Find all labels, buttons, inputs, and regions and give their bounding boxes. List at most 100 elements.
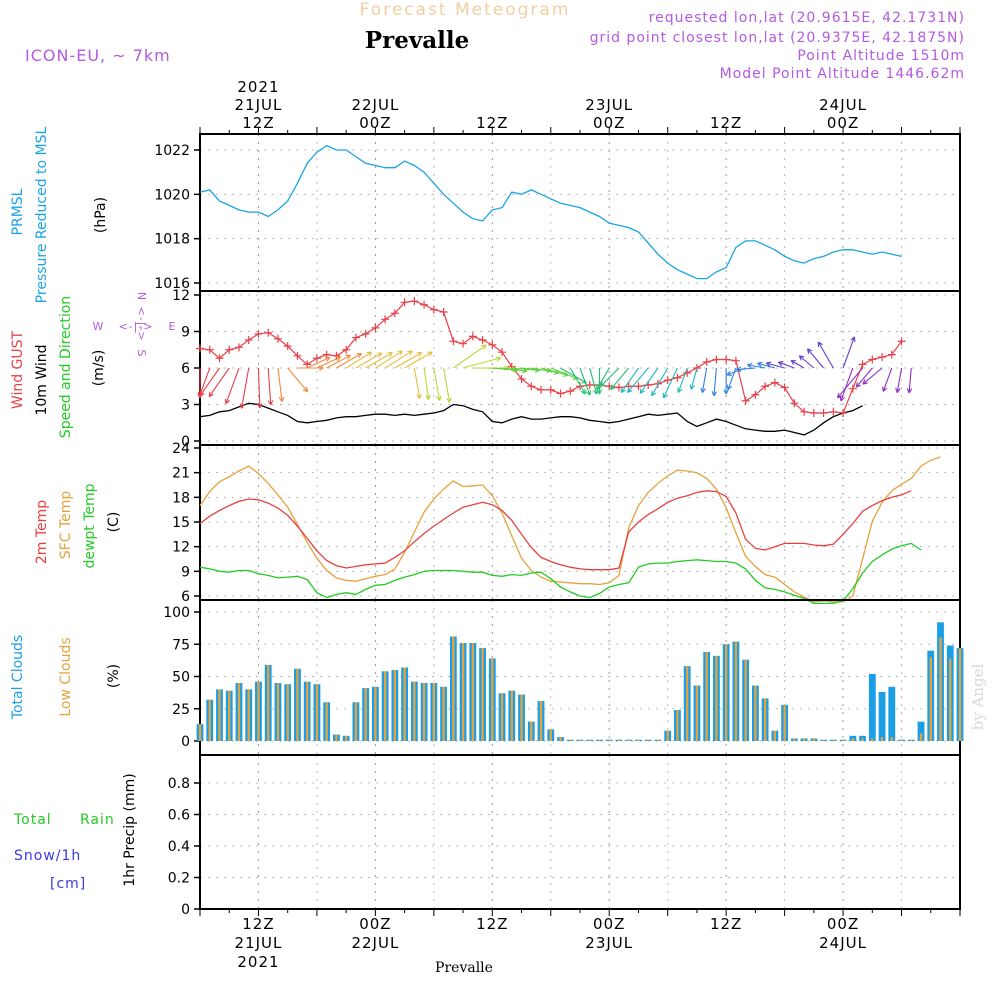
celsius-unit-label: (C) <box>106 512 122 533</box>
model-label: ICON-EU, ~ 7km <box>25 46 171 65</box>
page-title: Prevalle <box>365 27 469 54</box>
bottom-time-label: 00Z <box>827 915 859 933</box>
gust-marker <box>264 328 273 337</box>
y-tick-label: 0.4 <box>168 839 190 855</box>
wind-direction-arrow <box>610 367 630 390</box>
wind-direction-arrow <box>662 367 678 399</box>
wind-direction-arrow <box>842 336 856 369</box>
pressure-panel: PRMSL Pressure Reduced to MSL (hPa) 1016… <box>10 126 961 303</box>
bottom-time-label: 12Z <box>242 915 274 933</box>
y-tick-label: 6 <box>181 361 190 377</box>
gust-marker <box>673 373 682 382</box>
y-tick-label: 75 <box>172 637 190 653</box>
pressure-line <box>199 144 902 280</box>
low-cloud-bar <box>676 710 679 741</box>
low-cloud-bar <box>812 738 816 741</box>
compass-north: N <box>135 292 148 300</box>
gust-marker <box>614 383 623 392</box>
low-cloud-bar <box>481 648 484 741</box>
low-cloud-bar <box>754 685 757 741</box>
wind-direction-arrow <box>443 367 452 403</box>
wind-direction-arrow <box>267 367 274 406</box>
gust-marker <box>400 298 409 307</box>
total-cloud-bar <box>917 721 925 741</box>
low-cloud-bar <box>900 739 903 741</box>
precip-unit-label: 1hr Precip (mm) <box>122 773 138 886</box>
wind-direction-arrow <box>651 367 669 397</box>
wind-direction-arrow <box>462 356 502 369</box>
gust-marker <box>702 357 711 366</box>
compass-east: E <box>169 320 176 333</box>
top-time-label: 12Z <box>710 114 742 132</box>
top-time-label: 22JUL <box>351 96 399 114</box>
low-cloud-bar <box>344 735 348 741</box>
snow-legend-label: Snow/1h <box>14 848 81 864</box>
low-cloud-bar <box>763 698 767 741</box>
low-cloud-bar <box>880 737 884 741</box>
gust-marker <box>498 348 507 357</box>
gust-marker <box>361 329 370 338</box>
dewpt-temp-line <box>199 542 922 605</box>
wind-direction-arrow <box>620 367 639 394</box>
wind-direction-arrow <box>423 367 431 401</box>
faded-subtitle: Forecast Meteogram <box>360 0 571 20</box>
gust-marker <box>741 396 750 405</box>
gust-marker <box>468 332 477 341</box>
gust-marker <box>585 381 594 390</box>
wind-direction-arrow <box>316 356 341 369</box>
top-time-label: 00Z <box>827 114 859 132</box>
low-cloud-bar <box>793 738 796 741</box>
low-cloud-bar <box>315 684 319 741</box>
gust-marker <box>410 297 419 306</box>
wind-direction-arrow <box>736 366 756 373</box>
compass-vertical-arrow: <-|-> <box>135 306 148 341</box>
y-tick-label: 50 <box>172 670 190 686</box>
low-cloud-bar <box>461 642 465 741</box>
gust-marker <box>556 389 565 398</box>
low-cloud-bar <box>510 690 513 741</box>
low-cloud-bar <box>695 685 699 741</box>
watermark: by Angel <box>969 663 987 730</box>
wind-direction-arrow <box>365 351 393 369</box>
precip-panel: Total Rain Snow/1h [cm] 1hr Precip (mm) … <box>13 754 961 918</box>
wind-direction-arrow <box>287 367 309 393</box>
sfc-temp-line <box>199 456 941 603</box>
y-tick-label: 0 <box>181 902 190 918</box>
prmsl-label: PRMSL <box>10 188 26 235</box>
low-cloud-bar <box>325 702 328 741</box>
low-cloud-bar <box>296 668 299 741</box>
gust-marker <box>839 409 848 418</box>
low-cloud-bar <box>530 721 533 741</box>
gust-marker <box>770 378 779 387</box>
low-cloud-bar <box>267 664 270 741</box>
low-cloud-bar <box>237 682 241 741</box>
y-tick-label: 3 <box>181 398 190 414</box>
rain-legend-label: Rain <box>80 812 115 828</box>
gust-marker <box>205 345 214 354</box>
low-cloud-bar <box>286 684 289 741</box>
y-tick-label: 25 <box>172 702 190 718</box>
y-tick-label: 1020 <box>154 187 190 203</box>
gust-marker <box>761 382 770 391</box>
wind-direction-arrow <box>413 367 422 399</box>
gust-marker <box>634 382 643 391</box>
y-tick-label: 12 <box>172 288 190 304</box>
low-cloud-bar <box>773 730 777 741</box>
wind-direction-arrow <box>208 367 230 398</box>
hpa-unit-label: (hPa) <box>93 197 109 233</box>
low-cloud-bar <box>588 739 591 741</box>
low-cloud-bar <box>364 688 367 741</box>
low-cloud-bar <box>802 738 806 741</box>
wind-direction-arrow <box>569 367 586 395</box>
total-clouds-label: Total Clouds <box>10 635 26 720</box>
gust-marker <box>731 356 740 365</box>
low-cloud-bar <box>354 702 358 741</box>
bottom-time-label: 22JUL <box>351 934 399 952</box>
wind-direction-arrow <box>757 361 776 369</box>
wind-direction-arrow <box>700 367 708 393</box>
low-cloud-bar <box>890 737 893 741</box>
gust-marker <box>712 355 721 364</box>
footer-location-label: Prevalle <box>435 960 493 976</box>
